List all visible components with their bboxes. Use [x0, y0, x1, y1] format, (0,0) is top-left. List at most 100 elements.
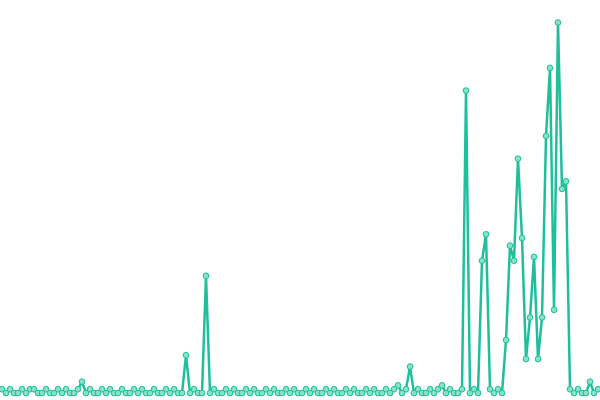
data-point: [442, 389, 450, 397]
data-point: [406, 363, 414, 370]
data-point: [262, 385, 270, 393]
data-point: [286, 389, 294, 397]
data-point: [554, 19, 562, 26]
data-point: [22, 389, 30, 397]
data-point: [514, 155, 522, 162]
data-point: [574, 385, 582, 393]
data-point: [266, 389, 274, 397]
data-point: [366, 389, 374, 397]
data-point: [258, 389, 266, 397]
data-point: [538, 314, 546, 321]
data-point: [238, 389, 246, 397]
data-point: [270, 385, 278, 393]
data-point: [282, 385, 290, 393]
data-point: [290, 385, 298, 393]
data-point: [378, 389, 386, 397]
data-point: [558, 185, 566, 193]
data-point: [426, 385, 434, 393]
data-point: [570, 389, 578, 397]
data-point: [14, 389, 22, 397]
data-point: [74, 385, 82, 393]
data-point: [506, 242, 514, 249]
data-point: [2, 389, 10, 397]
data-point: [18, 385, 26, 393]
data-point: [158, 389, 166, 397]
data-point: [410, 389, 418, 397]
data-point: [326, 389, 334, 397]
data-point: [210, 385, 218, 393]
data-point: [250, 385, 258, 393]
data-point: [518, 234, 526, 242]
data-point: [510, 257, 518, 265]
data-point: [386, 389, 394, 397]
data-point: [486, 385, 494, 393]
data-point: [206, 389, 214, 397]
data-point: [462, 87, 470, 94]
data-point: [342, 385, 350, 393]
data-point: [98, 385, 106, 393]
data-point: [182, 351, 190, 359]
data-point: [114, 389, 122, 397]
data-point: [278, 389, 286, 397]
data-point: [190, 385, 198, 393]
data-point: [86, 385, 94, 393]
data-point: [242, 385, 250, 393]
data-point: [330, 385, 338, 393]
data-point: [106, 385, 114, 393]
data-point: [94, 389, 102, 397]
data-point: [322, 385, 330, 393]
data-point: [502, 336, 510, 344]
data-point: [566, 385, 574, 393]
data-point: [82, 389, 90, 397]
data-point: [422, 389, 430, 397]
data-point: [62, 385, 70, 393]
data-point: [394, 382, 402, 389]
data-point: [202, 272, 210, 280]
data-point: [162, 385, 170, 393]
data-point: [306, 389, 314, 397]
data-point: [246, 389, 254, 397]
data-point: [226, 389, 234, 397]
data-point: [6, 385, 14, 393]
data-point: [298, 389, 306, 397]
data-point: [526, 314, 534, 321]
data-point: [534, 355, 542, 363]
data-point: [178, 389, 186, 397]
data-point: [118, 385, 126, 393]
data-point: [42, 385, 50, 393]
data-point: [458, 385, 466, 393]
data-point: [470, 385, 478, 393]
data-point: [350, 385, 358, 393]
data-point: [186, 389, 194, 397]
data-point: [30, 385, 38, 393]
data-point: [590, 389, 598, 397]
data-point: [50, 389, 58, 397]
data-point: [494, 385, 502, 393]
data-point: [146, 389, 154, 397]
data-point: [358, 389, 366, 397]
data-point: [310, 385, 318, 393]
data-point: [454, 389, 462, 397]
data-point: [134, 389, 142, 397]
data-line: [1, 21, 599, 395]
data-point: [70, 389, 78, 397]
data-point: [370, 385, 378, 393]
data-point: [594, 385, 600, 393]
data-point: [130, 385, 138, 393]
data-point: [498, 389, 506, 397]
data-point: [166, 389, 174, 397]
data-point: [346, 389, 354, 397]
data-point: [586, 378, 594, 385]
data-point: [218, 389, 226, 397]
data-point: [474, 389, 482, 397]
data-point: [446, 385, 454, 393]
data-point: [362, 385, 370, 393]
data-point: [522, 355, 530, 363]
data-point: [466, 389, 474, 397]
data-point: [542, 132, 550, 140]
data-point: [434, 385, 442, 393]
data-point: [482, 230, 490, 238]
data-point: [126, 389, 134, 397]
